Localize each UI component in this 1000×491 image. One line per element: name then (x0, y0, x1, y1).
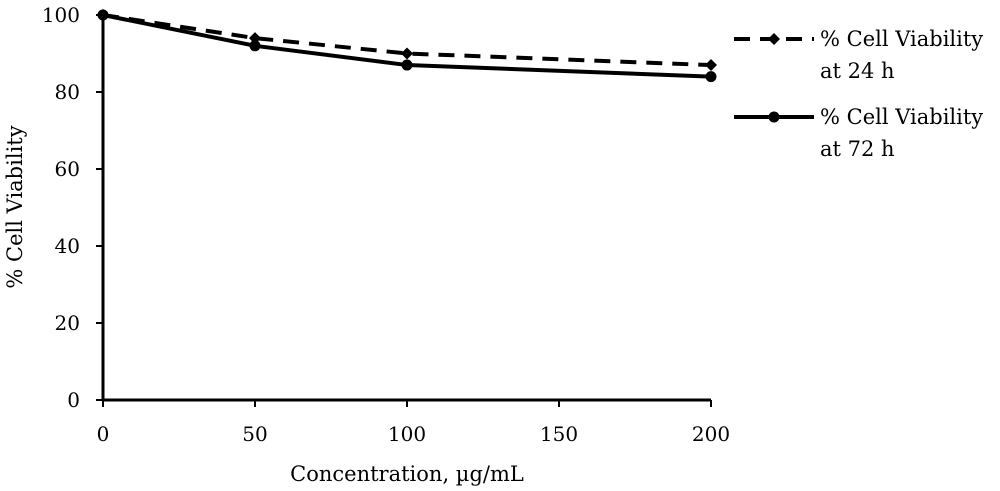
y-tick-label: 100 (42, 3, 80, 27)
legend-label: at 72 h (820, 137, 895, 161)
y-tick-label: 60 (55, 157, 80, 181)
legend-label: % Cell Viability (820, 105, 983, 129)
series-layer (97, 9, 717, 83)
data-point (401, 59, 413, 71)
y-tick-label: 20 (55, 311, 80, 335)
data-point (97, 9, 109, 21)
x-tick-label: 150 (540, 422, 578, 446)
legend-item: % Cell Viability at 72 h (734, 105, 983, 161)
legend-label: at 24 h (820, 59, 895, 83)
y-tick-label: 0 (67, 388, 80, 412)
data-point (705, 59, 717, 72)
legend-label: % Cell Viability (820, 27, 983, 51)
x-tick-label: 200 (692, 422, 730, 446)
y-tick-label: 80 (55, 80, 80, 104)
legend: % Cell Viability at 24 h % Cell Viability a… (734, 27, 983, 161)
x-tick-label: 0 (97, 422, 110, 446)
data-point (705, 71, 717, 83)
x-axis-ticks: 0 50 100 150 200 (97, 400, 730, 446)
series-line (102, 13, 712, 79)
legend-item: % Cell Viability at 24 h (734, 27, 983, 83)
y-axis-ticks: 0 20 40 60 80 100 (42, 3, 103, 412)
x-tick-label: 50 (242, 422, 267, 446)
data-point (249, 32, 261, 45)
y-tick-label: 40 (55, 234, 80, 258)
x-tick-label: 100 (388, 422, 426, 446)
data-point (401, 47, 413, 60)
legend-marker (768, 111, 780, 123)
series-2 (97, 9, 717, 83)
data-point (249, 40, 261, 52)
x-axis-title: Concentration, µg/mL (290, 462, 524, 486)
legend-marker (768, 33, 780, 45)
y-axis-title: % Cell Viability (3, 125, 27, 288)
